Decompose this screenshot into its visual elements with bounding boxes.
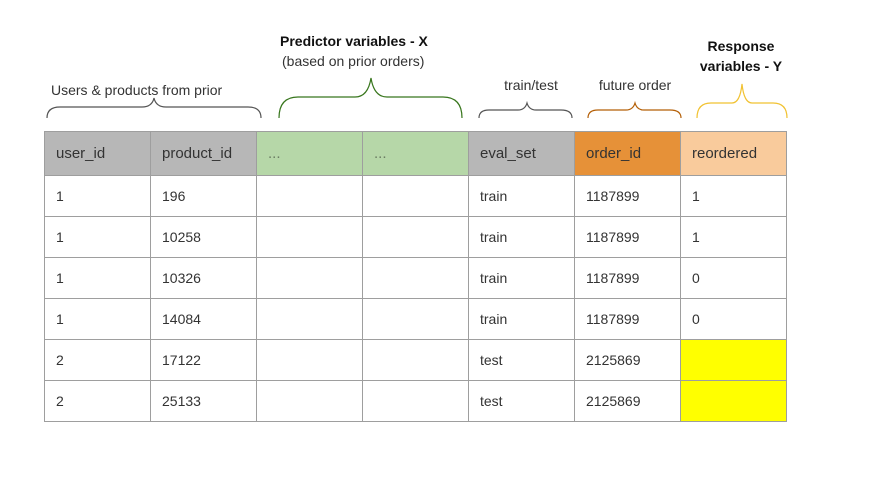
table-row: 1 14084 train 1187899 0 bbox=[44, 298, 787, 340]
cell-product-id: 10326 bbox=[150, 257, 257, 299]
table-row: 2 17122 test 2125869 bbox=[44, 339, 787, 381]
cell-order-id: 1187899 bbox=[574, 175, 681, 217]
header-user-id: user_id bbox=[44, 131, 151, 176]
table-row: 1 10326 train 1187899 0 bbox=[44, 257, 787, 299]
cell-predictor bbox=[362, 339, 469, 381]
cell-product-id: 196 bbox=[150, 175, 257, 217]
cell-predictor bbox=[362, 298, 469, 340]
cell-order-id: 2125869 bbox=[574, 339, 681, 381]
header-predictor-2: ... bbox=[362, 131, 469, 176]
header-eval-set: eval_set bbox=[468, 131, 575, 176]
header-predictor-1: ... bbox=[256, 131, 363, 176]
response-label-line2: variables - Y bbox=[699, 58, 783, 74]
cell-product-id: 10258 bbox=[150, 216, 257, 258]
response-label-line1: Response bbox=[707, 38, 775, 54]
cell-reordered: 0 bbox=[680, 298, 787, 340]
train-test-label: train/test bbox=[504, 77, 558, 93]
header-order-id: order_id bbox=[574, 131, 681, 176]
users-products-label: Users & products from prior bbox=[51, 82, 223, 98]
cell-eval-set: test bbox=[468, 380, 575, 422]
cell-order-id: 1187899 bbox=[574, 298, 681, 340]
cell-product-id: 14084 bbox=[150, 298, 257, 340]
table-header-row: user_id product_id...... eval_set order_id r… bbox=[44, 131, 787, 176]
data-table: user_id product_id...... eval_set order_id r… bbox=[44, 131, 787, 422]
cell-predictor bbox=[256, 216, 363, 258]
predictor-title: Predictor variables - X bbox=[280, 33, 428, 49]
cell-user-id: 1 bbox=[44, 216, 151, 258]
cell-predictor bbox=[256, 257, 363, 299]
brace-train-test bbox=[478, 100, 573, 119]
table-row: 1 196 train 1187899 1 bbox=[44, 175, 787, 217]
cell-predictor bbox=[256, 175, 363, 217]
table-row: 1 10258 train 1187899 1 bbox=[44, 216, 787, 258]
cell-reordered: 1 bbox=[680, 175, 787, 217]
brace-predictor bbox=[278, 77, 463, 119]
cell-predictor bbox=[362, 175, 469, 217]
cell-eval-set: train bbox=[468, 298, 575, 340]
cell-reordered bbox=[680, 339, 787, 381]
cell-user-id: 1 bbox=[44, 175, 151, 217]
cell-eval-set: train bbox=[468, 216, 575, 258]
header-product-id: product_id bbox=[150, 131, 257, 176]
cell-reordered: 1 bbox=[680, 216, 787, 258]
cell-product-id: 17122 bbox=[150, 339, 257, 381]
cell-product-id: 25133 bbox=[150, 380, 257, 422]
cell-user-id: 2 bbox=[44, 339, 151, 381]
cell-predictor bbox=[256, 339, 363, 381]
cell-user-id: 1 bbox=[44, 298, 151, 340]
cell-eval-set: train bbox=[468, 257, 575, 299]
cell-eval-set: test bbox=[468, 339, 575, 381]
brace-users-products bbox=[46, 97, 262, 119]
cell-user-id: 1 bbox=[44, 257, 151, 299]
cell-order-id: 2125869 bbox=[574, 380, 681, 422]
brace-future-order bbox=[587, 100, 682, 119]
table-row: 2 25133 test 2125869 bbox=[44, 380, 787, 422]
cell-predictor bbox=[256, 298, 363, 340]
cell-user-id: 2 bbox=[44, 380, 151, 422]
cell-order-id: 1187899 bbox=[574, 216, 681, 258]
cell-order-id: 1187899 bbox=[574, 257, 681, 299]
cell-reordered: 0 bbox=[680, 257, 787, 299]
cell-predictor bbox=[256, 380, 363, 422]
cell-eval-set: train bbox=[468, 175, 575, 217]
cell-predictor bbox=[362, 216, 469, 258]
cell-reordered bbox=[680, 380, 787, 422]
cell-predictor bbox=[362, 380, 469, 422]
future-order-label: future order bbox=[598, 77, 672, 93]
predictor-subtitle: (based on prior orders) bbox=[282, 53, 425, 69]
cell-predictor bbox=[362, 257, 469, 299]
brace-response bbox=[696, 83, 788, 119]
header-reordered: reordered bbox=[680, 131, 787, 176]
